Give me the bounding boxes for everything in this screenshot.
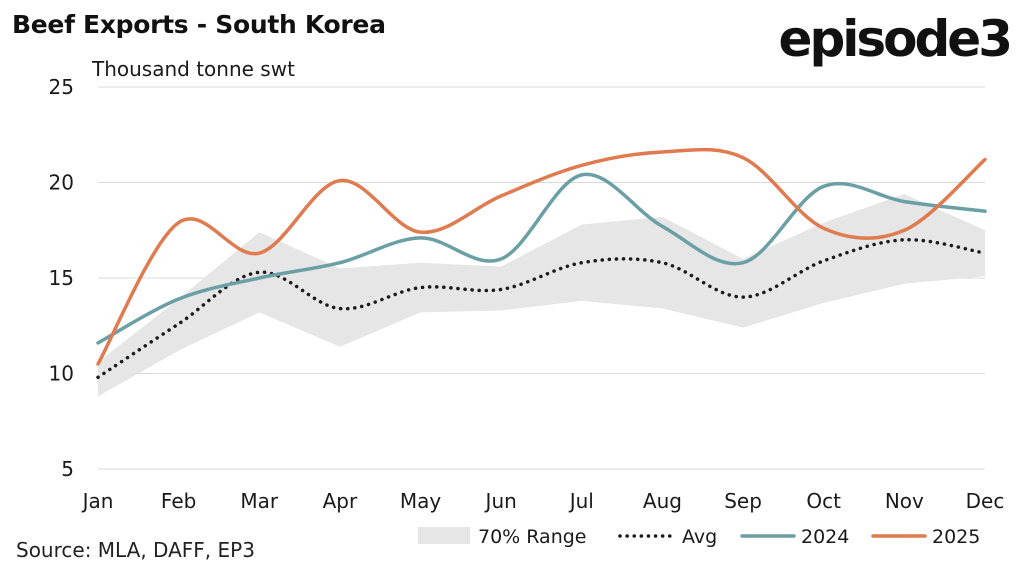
series-layer [96, 147, 987, 380]
episode3-logo: episode3 [778, 10, 1013, 68]
source-note: Source: MLA, DAFF, EP3 [16, 538, 255, 562]
x-tick-label: Oct [806, 489, 841, 513]
x-tick-label: Jun [484, 489, 517, 513]
legend-label-range: 70% Range [478, 526, 587, 548]
chart-title: Beef Exports - South Korea [12, 10, 386, 39]
y-tick-label: 15 [49, 266, 74, 290]
x-tick-label: May [400, 489, 442, 513]
x-tick-label: Jan [81, 489, 114, 513]
legend: 70% Range Avg 2024 2025 [418, 526, 980, 548]
axis-layer: 5 10 15 20 25 Jan Feb Mar Apr May Jun Jul Aug Sep Oct N… [49, 75, 1005, 513]
x-tick-label: Aug [643, 489, 682, 513]
y-tick-label: 10 [49, 362, 74, 386]
range-band-layer [98, 193, 985, 397]
x-tick-label: Dec [966, 489, 1005, 513]
x-tick-label: Jul [568, 489, 594, 513]
y-axis-label: Thousand tonne swt [91, 57, 295, 81]
x-tick-label: Mar [240, 489, 279, 513]
series-line-2025 [96, 147, 987, 366]
legend-label-2024: 2024 [801, 526, 849, 548]
range-band [98, 193, 985, 397]
x-tick-label: Nov [885, 489, 924, 513]
y-tick-label: 5 [61, 457, 74, 481]
x-tick-label: Apr [323, 489, 358, 513]
x-tick-label: Feb [161, 489, 196, 513]
y-tick-label: 20 [49, 171, 74, 195]
legend-label-avg: Avg [682, 526, 717, 548]
legend-swatch-range [418, 527, 470, 544]
y-tick-label: 25 [49, 75, 74, 99]
legend-label-2025: 2025 [932, 526, 980, 548]
series-line-2024 [96, 172, 987, 345]
x-tick-label: Sep [724, 489, 762, 513]
